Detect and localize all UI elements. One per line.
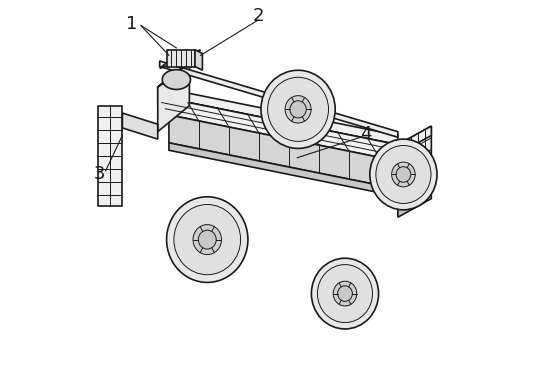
Polygon shape (169, 115, 409, 191)
Ellipse shape (167, 197, 248, 282)
Polygon shape (160, 61, 398, 137)
Polygon shape (158, 96, 409, 163)
Polygon shape (158, 87, 398, 145)
Polygon shape (195, 50, 202, 70)
Polygon shape (123, 113, 158, 139)
Ellipse shape (333, 281, 357, 306)
Polygon shape (398, 162, 431, 210)
Polygon shape (398, 126, 431, 180)
Polygon shape (169, 106, 409, 163)
Ellipse shape (193, 225, 222, 255)
Ellipse shape (311, 258, 378, 329)
Polygon shape (169, 143, 409, 199)
Ellipse shape (392, 162, 415, 187)
Polygon shape (158, 96, 398, 154)
Ellipse shape (199, 230, 216, 249)
Text: 2: 2 (252, 7, 264, 25)
Ellipse shape (290, 101, 306, 118)
Text: 4: 4 (360, 124, 372, 142)
Ellipse shape (317, 265, 372, 322)
Ellipse shape (285, 96, 311, 123)
Ellipse shape (396, 167, 411, 182)
Ellipse shape (174, 204, 240, 275)
Ellipse shape (338, 286, 353, 302)
Ellipse shape (370, 139, 437, 210)
Polygon shape (98, 106, 123, 206)
Ellipse shape (261, 70, 335, 148)
Polygon shape (158, 54, 201, 87)
Text: 3: 3 (94, 165, 105, 183)
Ellipse shape (376, 146, 431, 204)
Ellipse shape (268, 77, 328, 141)
Polygon shape (167, 50, 195, 66)
Text: 1: 1 (126, 15, 138, 33)
Polygon shape (398, 126, 431, 154)
Polygon shape (158, 61, 189, 132)
Ellipse shape (162, 70, 190, 90)
Polygon shape (160, 50, 201, 68)
Polygon shape (398, 191, 431, 217)
